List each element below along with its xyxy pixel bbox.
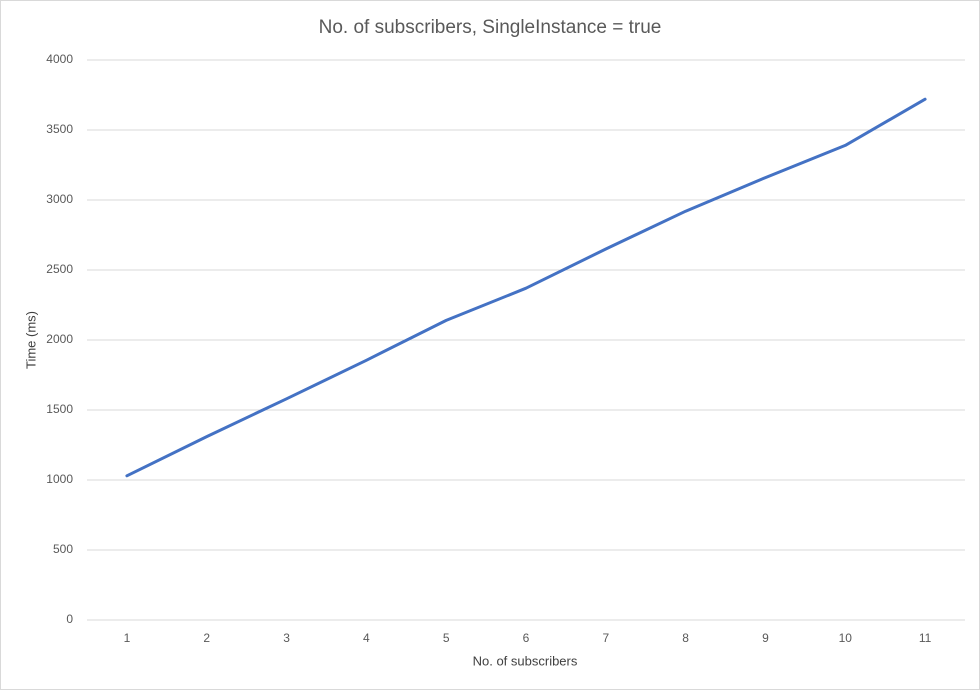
data-line bbox=[125, 97, 927, 478]
x-tick-label: 1 bbox=[124, 631, 131, 645]
y-tick-label: 500 bbox=[53, 542, 73, 556]
y-tick-label: 3000 bbox=[46, 192, 73, 206]
x-tick-label: 6 bbox=[523, 631, 530, 645]
chart-title: No. of subscribers, SingleInstance = tru… bbox=[319, 17, 662, 38]
y-tick-label: 4000 bbox=[46, 52, 73, 66]
y-tick-label: 2000 bbox=[46, 332, 73, 346]
y-tick-label: 2500 bbox=[46, 262, 73, 276]
x-tick-label: 5 bbox=[443, 631, 450, 645]
y-axis-title: Time (ms) bbox=[23, 311, 38, 369]
y-tick-label: 0 bbox=[66, 612, 73, 626]
x-tick-label: 2 bbox=[203, 631, 210, 645]
y-tick-label: 3500 bbox=[46, 122, 73, 136]
x-tick-label: 4 bbox=[363, 631, 370, 645]
x-axis-title: No. of subscribers bbox=[473, 653, 578, 668]
x-tick-label: 10 bbox=[839, 631, 853, 645]
x-tick-label: 9 bbox=[762, 631, 769, 645]
x-tick-label: 3 bbox=[283, 631, 290, 645]
x-tick-label: 11 bbox=[919, 631, 932, 645]
x-tick-label: 7 bbox=[602, 631, 609, 645]
x-tick-label: 8 bbox=[682, 631, 689, 645]
y-tick-label: 1000 bbox=[46, 472, 73, 486]
y-tick-label: 1500 bbox=[46, 402, 73, 416]
